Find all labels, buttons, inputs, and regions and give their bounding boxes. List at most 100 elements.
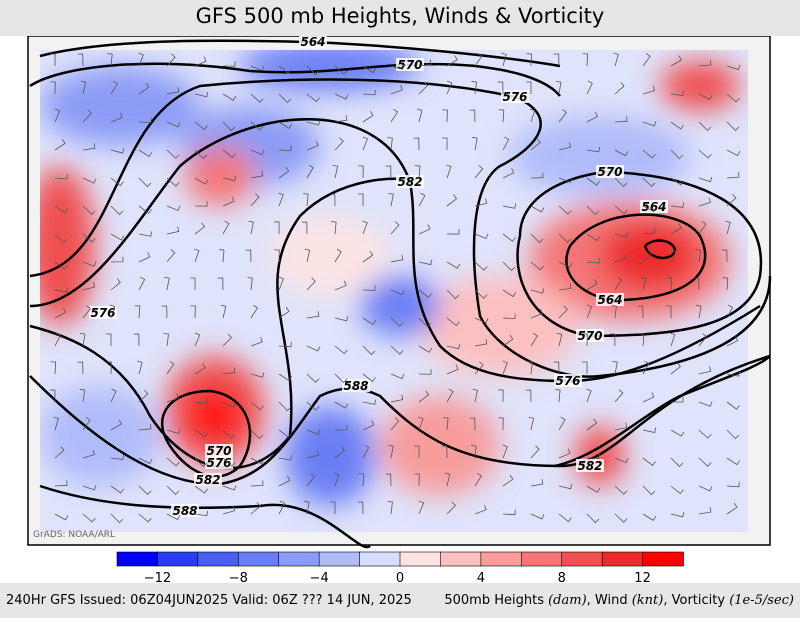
wind-barb: [530, 233, 544, 244]
wind-barb: [278, 121, 293, 129]
colorbar-swatch: [561, 551, 603, 567]
wind-barb: [82, 305, 91, 319]
wind-barb: [334, 373, 348, 384]
wind-barb: [82, 449, 96, 459]
wind-barb: [138, 117, 152, 124]
wind-barb: [586, 418, 598, 431]
wind-barb: [222, 367, 236, 375]
wind-barb: [670, 55, 682, 67]
wind-barb: [306, 140, 319, 151]
wind-barb: [110, 80, 118, 95]
wind-barb: [190, 277, 196, 291]
wind-barb: [527, 361, 533, 375]
wind-barb: [525, 389, 532, 403]
wind-barb: [82, 143, 96, 151]
wind-barb: [418, 390, 430, 403]
wind-barb: [194, 485, 208, 494]
wind-barb: [385, 165, 392, 179]
wind-barb: [558, 283, 572, 291]
contour-label-bg: [576, 459, 604, 472]
colorbar-swatch: [480, 551, 523, 567]
contour-label: 588: [343, 379, 368, 393]
wind-barb: [558, 448, 571, 459]
wind-barb: [54, 307, 67, 319]
wind-barb: [469, 109, 476, 123]
wind-barb: [54, 205, 69, 214]
wind-barb: [194, 398, 208, 404]
colorbar-swatch: [197, 551, 240, 567]
wind-barb: [166, 177, 180, 187]
wind-barb: [362, 317, 377, 325]
wind-barb: [166, 428, 181, 435]
wind-barb: [418, 81, 429, 95]
wind-barb: [250, 121, 264, 131]
wind-barb: [387, 501, 393, 515]
map: 5645705765825705645645705765825765885705…: [27, 36, 772, 583]
wind-barb: [642, 485, 656, 496]
wind-barb: [357, 501, 364, 515]
wind-barb: [278, 341, 292, 348]
wind-barb: [666, 277, 672, 291]
wind-barb: [54, 286, 69, 293]
wind-barb: [110, 233, 125, 241]
wind-barb: [137, 360, 143, 375]
wind-barb: [362, 136, 369, 151]
wind-barb: [54, 139, 66, 151]
wind-barb: [471, 81, 477, 95]
colorbar-tick-label: 4: [477, 571, 485, 583]
wind-barb: [138, 231, 153, 237]
wind-barb: [698, 366, 712, 375]
wind-barb: [278, 145, 292, 151]
wind-barb: [670, 202, 684, 208]
wind-barb: [274, 249, 280, 263]
wind-barb: [250, 304, 259, 319]
footer-text: , Wind: [586, 593, 632, 608]
wind-barb: [82, 417, 91, 431]
wind-barb: [306, 311, 320, 319]
wind-barb: [670, 457, 684, 468]
wind-barb: [222, 61, 236, 67]
wind-barb: [166, 393, 179, 403]
wind-barb: [138, 485, 152, 495]
wind-barb: [614, 205, 628, 215]
wind-barb: [614, 149, 629, 157]
wind-barb: [194, 457, 208, 468]
contour-label: 582: [195, 473, 220, 487]
wind-barb: [194, 91, 209, 98]
wind-barb: [698, 121, 712, 131]
wind-barb: [414, 445, 420, 459]
wind-barb: [586, 513, 600, 524]
wind-barb: [390, 254, 404, 263]
wind-barb: [642, 360, 650, 375]
contour-label: 570: [397, 58, 422, 72]
wind-barb: [529, 108, 536, 123]
wind-barb: [194, 56, 207, 67]
colorbar-swatch: [520, 551, 563, 567]
wind-barb: [418, 317, 432, 328]
wind-barb: [418, 192, 426, 207]
wind-barb: [110, 419, 122, 431]
wind-barb: [79, 332, 86, 347]
wind-barb: [164, 276, 170, 291]
wind-barb: [362, 345, 376, 356]
wind-barb: [82, 261, 97, 267]
wind-barb: [161, 305, 168, 319]
wind-barb: [726, 121, 740, 132]
wind-barb: [698, 401, 713, 407]
wind-barb: [362, 373, 376, 382]
wind-barb: [497, 81, 504, 95]
wind-barb: [502, 334, 514, 347]
wind-barb: [530, 261, 544, 271]
wind-barb: [418, 416, 424, 431]
wind-barb: [390, 417, 400, 431]
wind-barb: [446, 80, 453, 95]
wind-barb: [306, 345, 321, 352]
title-bar: GFS 500 mb Heights, Winds & Vorticity: [0, 0, 800, 36]
wind-barb: [413, 137, 420, 151]
wind-barb: [441, 445, 448, 459]
wind-barb: [278, 429, 292, 438]
wind-barb: [472, 388, 478, 403]
wind-barb: [696, 304, 702, 319]
wind-barb: [558, 109, 567, 123]
wind-barb: [334, 345, 348, 355]
